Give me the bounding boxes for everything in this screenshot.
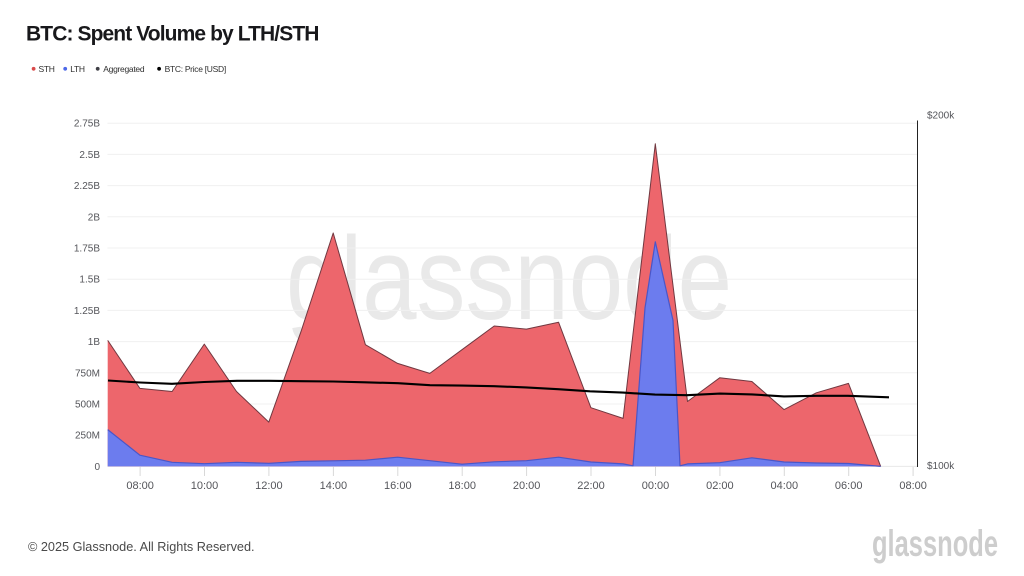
svg-text:LTH: LTH: [70, 64, 85, 74]
svg-text:© 2025 Glassnode. All Rights R: © 2025 Glassnode. All Rights Reserved.: [28, 540, 255, 554]
svg-text:glassnode: glassnode: [872, 523, 998, 564]
svg-text:BTC: Spent Volume by LTH/STH: BTC: Spent Volume by LTH/STH: [26, 23, 319, 46]
svg-text:20:00: 20:00: [513, 480, 541, 492]
svg-text:08:00: 08:00: [126, 480, 154, 492]
svg-text:14:00: 14:00: [320, 480, 348, 492]
svg-text:STH: STH: [39, 64, 55, 74]
svg-text:2.25B: 2.25B: [74, 181, 100, 192]
svg-text:16:00: 16:00: [384, 480, 412, 492]
svg-text:00:00: 00:00: [642, 480, 670, 492]
svg-text:$100k: $100k: [927, 461, 955, 472]
svg-text:2.75B: 2.75B: [74, 119, 100, 130]
svg-text:08:00: 08:00: [899, 480, 927, 492]
svg-text:1.5B: 1.5B: [79, 275, 100, 286]
svg-text:02:00: 02:00: [706, 480, 734, 492]
svg-text:BTC: Price [USD]: BTC: Price [USD]: [165, 64, 226, 74]
svg-text:22:00: 22:00: [577, 480, 605, 492]
svg-text:12:00: 12:00: [255, 480, 283, 492]
svg-text:2.5B: 2.5B: [79, 150, 100, 161]
svg-text:2B: 2B: [88, 212, 101, 223]
svg-text:1.75B: 1.75B: [74, 244, 100, 255]
svg-text:750M: 750M: [75, 368, 100, 379]
svg-text:Aggregated: Aggregated: [103, 64, 145, 74]
svg-text:250M: 250M: [75, 431, 100, 442]
svg-text:0: 0: [94, 462, 100, 473]
svg-text:$200k: $200k: [927, 111, 955, 122]
svg-text:1B: 1B: [88, 337, 101, 348]
svg-text:04:00: 04:00: [771, 480, 799, 492]
svg-text:1.25B: 1.25B: [74, 306, 100, 317]
svg-text:10:00: 10:00: [191, 480, 219, 492]
svg-text:06:00: 06:00: [835, 480, 863, 492]
svg-text:500M: 500M: [75, 400, 100, 411]
svg-text:18:00: 18:00: [448, 480, 476, 492]
